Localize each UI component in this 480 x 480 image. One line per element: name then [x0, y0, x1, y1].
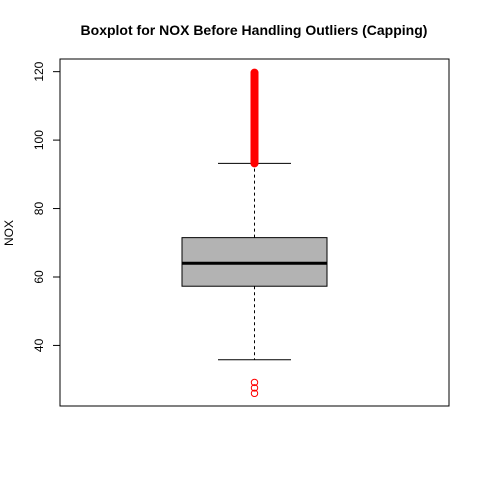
chart-title: Boxplot for NOX Before Handling Outliers… [81, 22, 428, 38]
y-axis-label: NOX [2, 220, 16, 246]
outlier-point [250, 384, 259, 392]
y-axis: 40 60 80 100 120 [32, 61, 61, 352]
outlier-point [250, 378, 259, 387]
y-tick-label: 100 [32, 130, 46, 150]
box-plot [181, 68, 328, 398]
outlier-point [250, 68, 259, 77]
y-tick-label: 120 [32, 61, 46, 81]
y-tick-label: 80 [32, 202, 46, 216]
y-tick-label: 60 [32, 270, 46, 284]
y-tick-label: 40 [32, 338, 46, 352]
outlier-point [250, 389, 259, 398]
